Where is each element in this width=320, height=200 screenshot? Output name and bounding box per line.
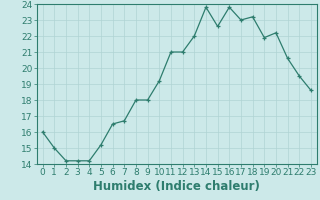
X-axis label: Humidex (Indice chaleur): Humidex (Indice chaleur)	[93, 180, 260, 193]
